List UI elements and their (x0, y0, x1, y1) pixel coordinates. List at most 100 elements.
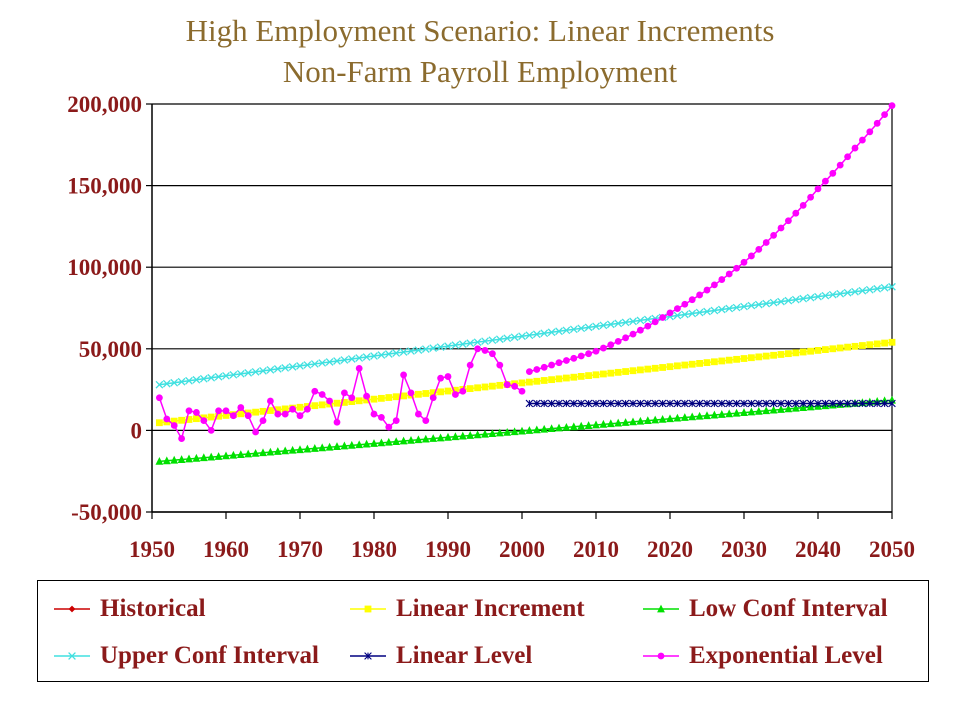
chart-title: High Employment Scenario: Linear Increme… (185, 13, 775, 48)
y-tick-label: 50,000 (79, 337, 142, 362)
data-point (474, 384, 481, 392)
data-point (325, 442, 334, 451)
data-point (585, 350, 592, 358)
x-tick-label: 2000 (499, 537, 545, 562)
data-point (770, 351, 777, 359)
data-point (177, 377, 186, 386)
data-point (666, 414, 674, 423)
data-point (192, 453, 201, 462)
x-tick-label: 2040 (795, 537, 841, 562)
x-tick-label: 2050 (869, 537, 915, 562)
data-point (636, 416, 645, 425)
data-point (466, 361, 474, 369)
data-point (621, 318, 630, 327)
data-point (310, 444, 319, 452)
series-line (159, 286, 893, 386)
data-point (748, 252, 755, 260)
data-point (754, 406, 763, 415)
data-point (407, 347, 415, 355)
legend: Historical Linear Increment Low Conf Int… (37, 580, 929, 682)
data-point (829, 345, 837, 353)
data-point (244, 449, 253, 458)
data-point (540, 424, 549, 433)
data-point (429, 434, 438, 442)
data-point (555, 327, 563, 336)
data-point (414, 435, 423, 444)
data-point (570, 399, 578, 408)
data-point (547, 328, 556, 337)
legend-marker (657, 652, 665, 660)
data-point (711, 358, 718, 366)
series-upper-conf-interval (155, 282, 896, 389)
data-point (629, 330, 637, 338)
data-point (496, 361, 504, 369)
y-tick-label: 0 (131, 418, 143, 443)
data-point (296, 362, 304, 370)
data-point (333, 418, 341, 426)
data-point (193, 415, 200, 423)
data-point (622, 368, 629, 375)
y-tick-label: 100,000 (67, 255, 142, 280)
data-point (777, 351, 785, 358)
data-point (347, 440, 356, 449)
series-layer (155, 102, 896, 465)
data-point (333, 357, 341, 365)
data-point (762, 239, 770, 246)
data-point (614, 368, 622, 376)
data-point (392, 393, 400, 401)
data-point (592, 420, 600, 429)
data-point (481, 347, 489, 354)
legend-marker (68, 605, 76, 613)
data-point (725, 270, 733, 278)
data-point (466, 339, 475, 348)
x-tick-label: 1990 (425, 537, 471, 562)
data-point (362, 439, 371, 448)
data-point (540, 399, 548, 408)
data-point (836, 161, 844, 169)
data-point (384, 350, 393, 358)
data-point (178, 416, 185, 424)
data-point (555, 359, 563, 367)
data-point (777, 297, 785, 306)
data-point (688, 296, 696, 304)
data-point (680, 310, 689, 319)
data-point (310, 360, 319, 368)
data-point (378, 394, 385, 402)
data-point (451, 341, 460, 349)
data-point (229, 450, 238, 459)
data-point (163, 415, 171, 423)
data-point (607, 369, 615, 377)
data-point (629, 367, 637, 375)
data-point (281, 405, 289, 413)
data-point (629, 399, 637, 408)
data-point (274, 406, 282, 414)
data-point (170, 378, 179, 387)
data-point (296, 412, 304, 420)
data-point (703, 359, 711, 366)
data-point (548, 376, 555, 384)
chart-subtitle: Non-Farm Payroll Employment (282, 54, 678, 89)
legend-marker (364, 652, 372, 660)
data-point (162, 379, 171, 388)
data-point (289, 405, 296, 413)
data-point (643, 315, 652, 324)
data-point (621, 399, 630, 408)
data-point (866, 341, 874, 349)
data-point (526, 368, 533, 376)
data-point (532, 425, 541, 434)
data-point (577, 352, 585, 360)
data-point (281, 410, 289, 418)
data-point (185, 407, 193, 415)
legend-label-historical: Historical (100, 595, 206, 622)
data-point (288, 363, 297, 371)
data-point (784, 404, 793, 413)
data-point (267, 407, 274, 414)
data-point (532, 330, 541, 339)
data-point (806, 399, 815, 408)
data-point (533, 377, 541, 385)
data-point (399, 436, 408, 445)
data-point (703, 286, 711, 294)
data-point (711, 281, 718, 289)
data-point (444, 373, 452, 380)
